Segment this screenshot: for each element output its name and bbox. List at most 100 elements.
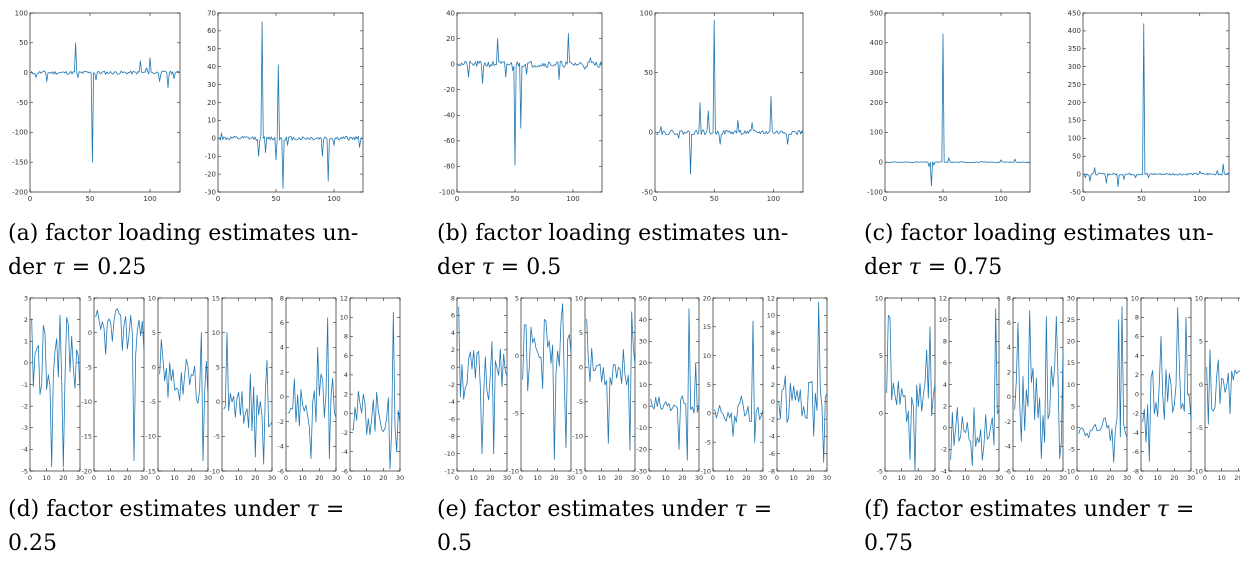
caption-c: (c) factor loading estimates un- der τ =…: [864, 217, 1214, 285]
caption-a-line1: (a) factor loading estimates un-: [8, 221, 359, 246]
x-tick-label: 20: [550, 474, 558, 482]
y-tick-label: 2: [943, 402, 947, 410]
y-tick-label: 400: [870, 39, 883, 47]
caption-c-tau: τ: [908, 255, 921, 280]
y-tick-label: -10: [209, 467, 220, 475]
x-tick-label: 20: [1106, 474, 1114, 482]
y-tick-label: 4: [344, 371, 348, 379]
y-tick-label: -15: [81, 433, 92, 441]
y-tick-label: 6: [1135, 333, 1139, 341]
series-line: [31, 314, 81, 468]
x-tick-label: 10: [1154, 474, 1162, 482]
y-tick-label: 40: [207, 63, 216, 71]
chart-d3: -15 -10 -5 0 5 10 0 10 20 30: [145, 294, 212, 482]
y-tick-label: 0: [451, 364, 455, 372]
y-tick-label: 0: [649, 129, 653, 137]
plot-frame: [285, 297, 337, 472]
y-tick-label: -10: [1064, 467, 1075, 475]
chart-b1: -100 -80 -60 -40 -20 0 20 40 0 50 100: [439, 9, 603, 203]
y-tick-label: -15: [145, 467, 156, 475]
x-tick-label: 10: [1218, 474, 1226, 482]
y-tick-label: -5: [877, 467, 883, 475]
series-line: [1142, 307, 1192, 462]
plot-frame: [29, 12, 181, 193]
series-line: [886, 314, 936, 472]
series-line: [1206, 349, 1240, 425]
x-tick-label: 20: [187, 474, 195, 482]
x-tick-label: 0: [28, 474, 32, 482]
caption-b-tau: τ: [481, 255, 494, 280]
x-tick-label: 30: [268, 474, 276, 482]
caption-b-line2-prefix: der: [437, 255, 482, 280]
y-tick-label: 200: [1068, 99, 1081, 107]
y-tick-label: -150: [12, 158, 28, 166]
x-tick-label: 20: [614, 474, 622, 482]
x-tick-label: 30: [823, 474, 831, 482]
series-line: [287, 317, 337, 460]
x-tick-label: 100: [327, 195, 340, 203]
y-tick-label: -2: [22, 402, 28, 410]
x-tick-label: 30: [1187, 474, 1195, 482]
y-tick-label: 10: [1067, 381, 1075, 389]
y-tick-label: 10: [340, 314, 348, 322]
x-tick-label: 30: [140, 474, 148, 482]
y-tick-label: 0: [1135, 390, 1139, 398]
y-tick-label: -10: [508, 467, 519, 475]
series-line: [218, 21, 364, 189]
y-tick-label: 15: [1067, 359, 1075, 367]
series-line: [159, 332, 209, 462]
y-tick-label: 2: [24, 316, 28, 324]
x-tick-label: 100: [566, 195, 579, 203]
plot-frame: [456, 12, 603, 193]
x-tick-label: 0: [284, 474, 288, 482]
plot-frame: [1012, 297, 1064, 472]
y-tick-label: -10: [636, 424, 647, 432]
plot-frame: [1140, 297, 1192, 472]
x-tick-label: 30: [204, 474, 212, 482]
y-tick-label: -2: [342, 429, 348, 437]
caption-e-line1-suffix: =: [746, 497, 773, 522]
series-line: [351, 312, 401, 470]
y-tick-label: -2: [1005, 418, 1011, 426]
caption-f-tau: τ: [1156, 497, 1169, 522]
y-tick-label: 350: [1068, 45, 1081, 53]
x-tick-label: 0: [455, 474, 459, 482]
x-tick-label: 0: [653, 195, 657, 203]
series-line: [586, 311, 636, 451]
series-line: [95, 308, 145, 462]
caption-d-tau: τ: [306, 497, 319, 522]
chart-e6: -8 -6 -4 -2 0 2 4 6 8 10 12 0 10 20 30: [767, 294, 831, 482]
x-tick-label: 30: [76, 474, 84, 482]
y-tick-label: -10: [444, 450, 455, 458]
x-tick-label: 30: [503, 474, 511, 482]
x-tick-label: 10: [534, 474, 542, 482]
y-tick-label: -2: [1133, 410, 1139, 418]
y-tick-label: 100: [1068, 135, 1081, 143]
y-tick-label: 20: [207, 99, 216, 107]
y-tick-label: 6: [451, 312, 455, 320]
x-tick-label: 0: [1075, 474, 1079, 482]
plot-frame: [221, 297, 273, 472]
x-tick-label: 30: [396, 474, 404, 482]
y-tick-label: 100: [640, 9, 653, 17]
y-tick-label: -10: [145, 433, 156, 441]
y-tick-label: 3: [24, 294, 28, 302]
x-tick-label: 0: [348, 474, 352, 482]
y-tick-label: -2: [278, 418, 284, 426]
x-tick-label: 30: [631, 474, 639, 482]
y-tick-label: 70: [207, 9, 216, 17]
caption-c-line2-prefix: der: [864, 255, 909, 280]
x-tick-label: 20: [1234, 474, 1240, 482]
x-tick-label: 10: [470, 474, 478, 482]
x-tick-label: 30: [931, 474, 939, 482]
y-tick-label: 10: [575, 294, 583, 302]
x-tick-label: 50: [86, 195, 95, 203]
plot-frame: [217, 12, 364, 193]
x-tick-label: 20: [678, 474, 686, 482]
y-tick-label: 2: [280, 368, 284, 376]
caption-a: (a) factor loading estimates un- der τ =…: [8, 217, 358, 285]
x-tick-label: 10: [1026, 474, 1034, 482]
x-tick-label: 0: [156, 474, 160, 482]
y-tick-label: -50: [1070, 188, 1081, 196]
